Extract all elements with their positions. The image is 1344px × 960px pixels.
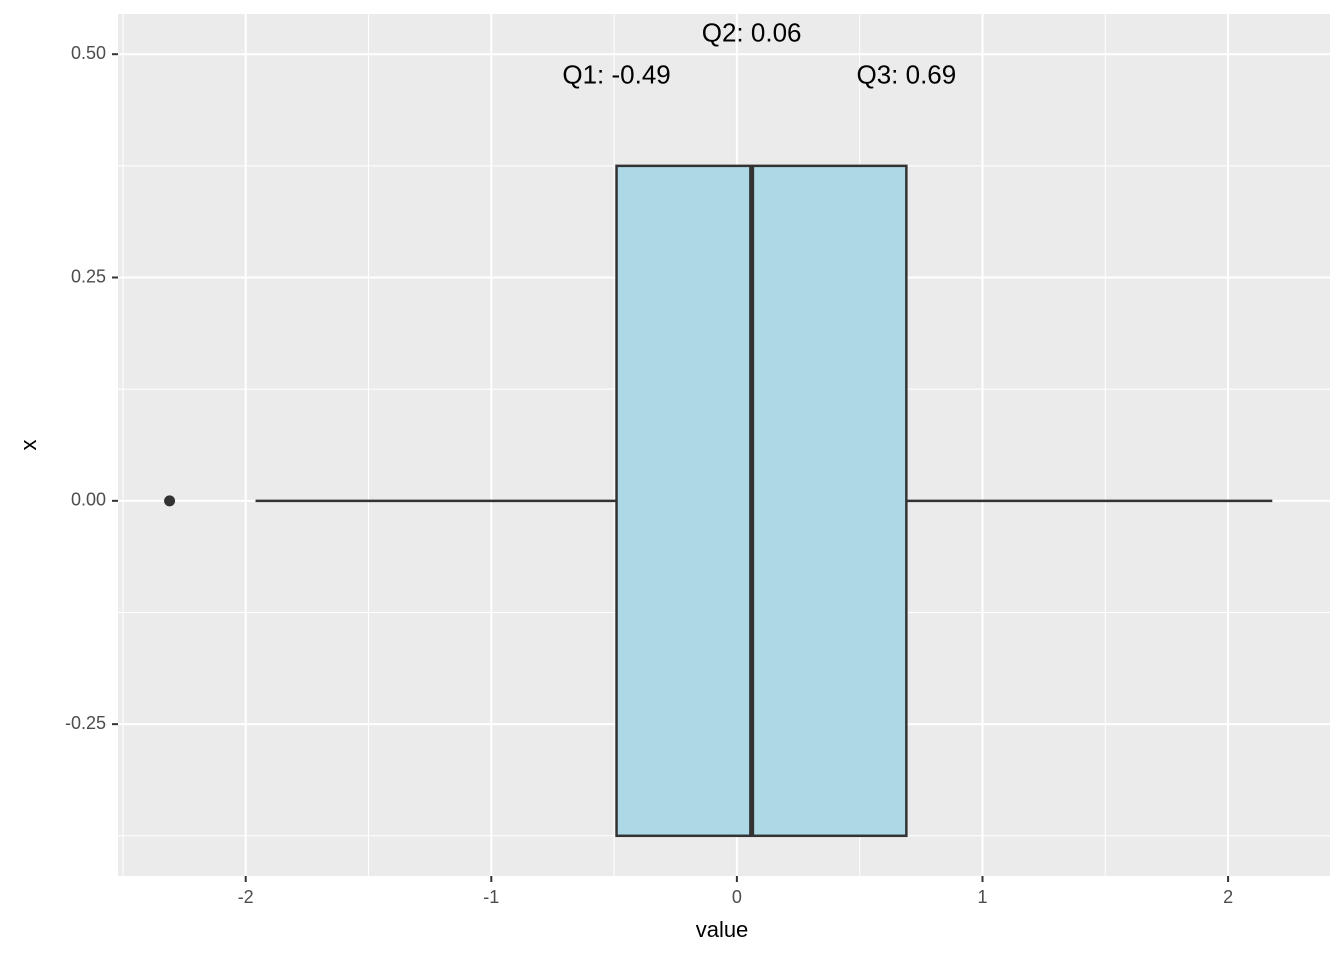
y-tick-label: 0.25 (71, 266, 106, 286)
x-tick-label: -1 (483, 887, 499, 907)
x-tick-label: 0 (732, 887, 742, 907)
annotation: Q3: 0.69 (856, 59, 956, 89)
annotation: Q1: -0.49 (562, 59, 670, 89)
y-tick-label: 0.00 (71, 490, 106, 510)
box (615, 164, 908, 838)
y-tick-label: -0.25 (65, 713, 106, 733)
annotation: Q2: 0.06 (702, 17, 802, 47)
y-axis-title: x (16, 440, 41, 451)
x-tick-label: 2 (1223, 887, 1233, 907)
y-tick-label: 0.50 (71, 43, 106, 63)
x-tick-label: -2 (238, 887, 254, 907)
outlier (164, 495, 176, 507)
x-tick-label: 1 (977, 887, 987, 907)
x-axis-title: value (696, 917, 749, 942)
